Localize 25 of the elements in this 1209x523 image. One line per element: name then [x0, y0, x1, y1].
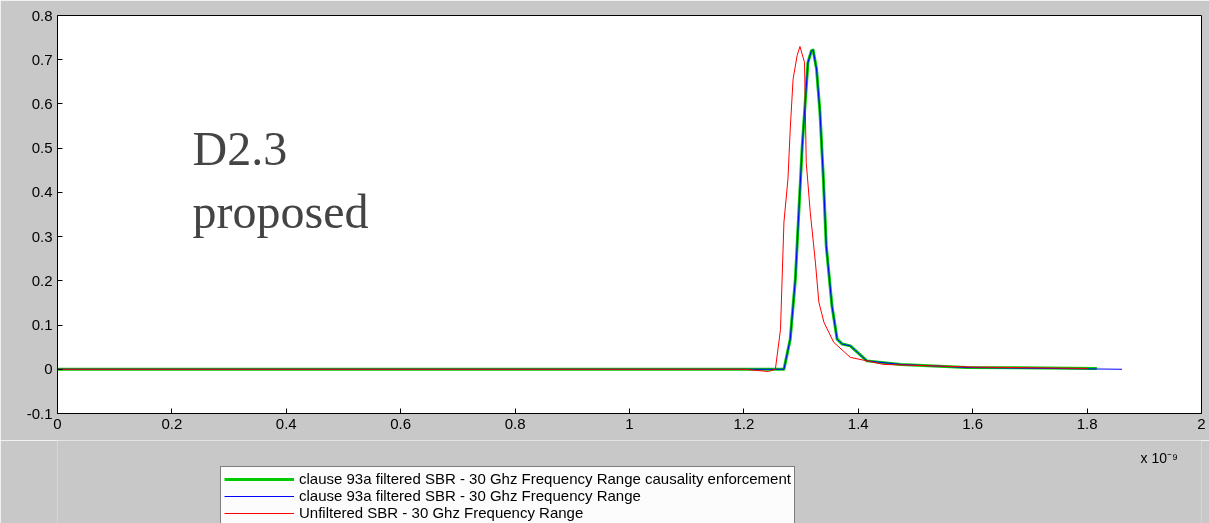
x-tick-label: 1.8: [1076, 414, 1098, 432]
y-tick-label: 0.5: [31, 139, 53, 157]
annotation: D2.3 proposed: [192, 121, 369, 239]
x-tick-label: 0.2: [161, 414, 183, 432]
x-tick-label: 1.2: [733, 414, 755, 432]
y-tick-label: 0.7: [31, 50, 53, 68]
y-tick-label: 0.6: [31, 94, 53, 112]
legend-label: clause 93a filtered SBR - 30 Ghz Frequency Range: [299, 487, 641, 504]
x-tick-label: 0.6: [390, 414, 412, 432]
x-tick-label: 2: [1197, 414, 1206, 432]
x-tick-label: 1.6: [962, 414, 984, 432]
text: x 10⁻⁹: [1140, 449, 1178, 466]
legend-label: Unfiltered SBR - 30 Ghz Frequency Range: [299, 504, 584, 521]
x-tick-label: 1: [625, 414, 634, 432]
x-tick-label: 0.8: [504, 414, 526, 432]
legend-label: clause 93a filtered SBR - 30 Ghz Frequency Range causality enforcement: [299, 470, 791, 487]
x-tick-label: 0.4: [275, 414, 297, 432]
y-tick-label: 0: [44, 360, 53, 378]
y-tick-label: -0.1: [26, 404, 53, 422]
y-tick-label: 0.4: [31, 183, 53, 201]
y-tick-label: 0.1: [31, 316, 53, 334]
y-tick-label: 0.3: [31, 227, 53, 245]
x-tick-label: 1.4: [847, 414, 869, 432]
y-tick-label: 0.2: [31, 271, 53, 289]
y-tick-label: 0.8: [31, 6, 53, 24]
